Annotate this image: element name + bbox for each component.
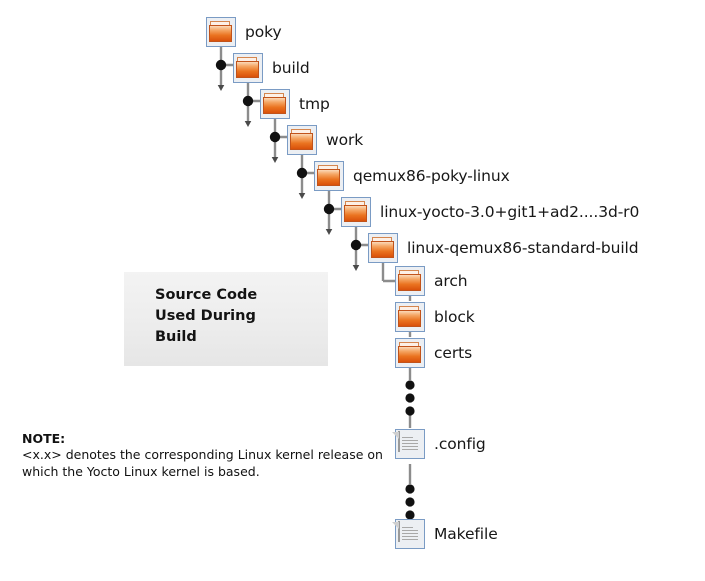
tree-node-makefile[interactable]: Makefile — [392, 519, 498, 549]
tree-node-linux-yocto[interactable]: linux-yocto-3.0+git1+ad2....3d-r0 — [341, 197, 639, 227]
folder-icon — [206, 17, 236, 47]
tree-node-label: linux-qemux86-standard-build — [407, 239, 639, 257]
tree-node-block[interactable]: block — [395, 302, 475, 332]
folder-icon — [368, 233, 398, 263]
folder-icon — [395, 266, 425, 296]
source-code-callout-box: Source Code Used During Build — [124, 272, 328, 366]
folder-icon — [341, 197, 371, 227]
tree-node-label: arch — [434, 272, 468, 290]
tree-node-work[interactable]: work — [287, 125, 363, 155]
folder-icon — [395, 338, 425, 368]
note-heading: NOTE: — [22, 431, 66, 446]
tree-node-label: poky — [245, 23, 282, 41]
tree-node-linux-qemux86-standard-build[interactable]: linux-qemux86-standard-build — [368, 233, 639, 263]
tree-node-certs[interactable]: certs — [395, 338, 472, 368]
file-icon — [392, 429, 425, 459]
folder-icon — [395, 302, 425, 332]
tree-node-arch[interactable]: arch — [395, 266, 468, 296]
tree-node-label: tmp — [299, 95, 330, 113]
folder-icon — [233, 53, 263, 83]
tree-node-qemux86-poky-linux[interactable]: qemux86-poky-linux — [314, 161, 510, 191]
tree-node-build[interactable]: build — [233, 53, 310, 83]
tree-node-label: .config — [434, 435, 486, 453]
folder-icon — [287, 125, 317, 155]
ellipsis-dots-upper — [405, 380, 415, 416]
callout-text: Source Code Used During Build — [155, 287, 258, 345]
branch-dot-group — [215, 59, 362, 251]
note-block: NOTE: <x.x> denotes the corresponding Li… — [22, 431, 392, 480]
tree-node-label: work — [326, 131, 364, 149]
file-icon — [392, 519, 425, 549]
ellipsis-dots-lower — [405, 484, 415, 520]
folder-icon — [260, 89, 290, 119]
tree-node-label: build — [272, 59, 310, 77]
tree-node-label: block — [434, 308, 475, 326]
tree-node-tmp[interactable]: tmp — [260, 89, 330, 119]
tree-node-label: Makefile — [434, 525, 498, 543]
tree-node-label: linux-yocto-3.0+git1+ad2....3d-r0 — [380, 203, 640, 221]
tree-node-config-file[interactable]: .config — [392, 429, 486, 459]
folder-icon — [314, 161, 344, 191]
tree-node-poky[interactable]: poky — [206, 17, 282, 47]
note-body: <x.x> denotes the corresponding Linux ke… — [22, 447, 383, 479]
tree-node-label: qemux86-poky-linux — [353, 167, 510, 185]
tree-node-label: certs — [434, 344, 473, 362]
